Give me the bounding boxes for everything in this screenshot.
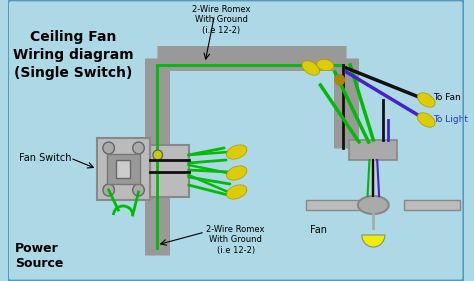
- Bar: [150, 145, 189, 197]
- Bar: [116, 160, 130, 178]
- Ellipse shape: [418, 93, 435, 107]
- Bar: [97, 138, 150, 200]
- Bar: [306, 200, 362, 210]
- Circle shape: [133, 142, 144, 154]
- Ellipse shape: [302, 61, 319, 75]
- Circle shape: [133, 184, 144, 196]
- Text: To Light: To Light: [433, 115, 468, 124]
- Text: 2-Wire Romex
With Ground
(i.e 12-2): 2-Wire Romex With Ground (i.e 12-2): [192, 5, 251, 35]
- Bar: [404, 200, 460, 210]
- Text: (Single Switch): (Single Switch): [14, 66, 132, 80]
- Bar: [349, 140, 397, 160]
- Text: Wiring diagram: Wiring diagram: [13, 48, 133, 62]
- Text: 2-Wire Romex
With Ground
(i.e 12-2): 2-Wire Romex With Ground (i.e 12-2): [207, 225, 265, 255]
- Text: To Fan: To Fan: [433, 94, 461, 103]
- Wedge shape: [362, 235, 385, 247]
- Circle shape: [103, 184, 114, 196]
- Circle shape: [335, 75, 345, 85]
- Ellipse shape: [317, 59, 334, 71]
- Circle shape: [153, 150, 163, 160]
- Text: Power
Source: Power Source: [15, 242, 64, 270]
- Bar: [107, 154, 140, 184]
- Ellipse shape: [418, 113, 435, 127]
- Ellipse shape: [358, 196, 389, 214]
- Circle shape: [103, 142, 114, 154]
- Ellipse shape: [227, 145, 247, 159]
- Ellipse shape: [227, 185, 247, 199]
- Text: Fan Switch: Fan Switch: [19, 153, 72, 163]
- Text: Fan: Fan: [310, 225, 327, 235]
- Ellipse shape: [227, 166, 247, 180]
- Text: Ceiling Fan: Ceiling Fan: [30, 30, 116, 44]
